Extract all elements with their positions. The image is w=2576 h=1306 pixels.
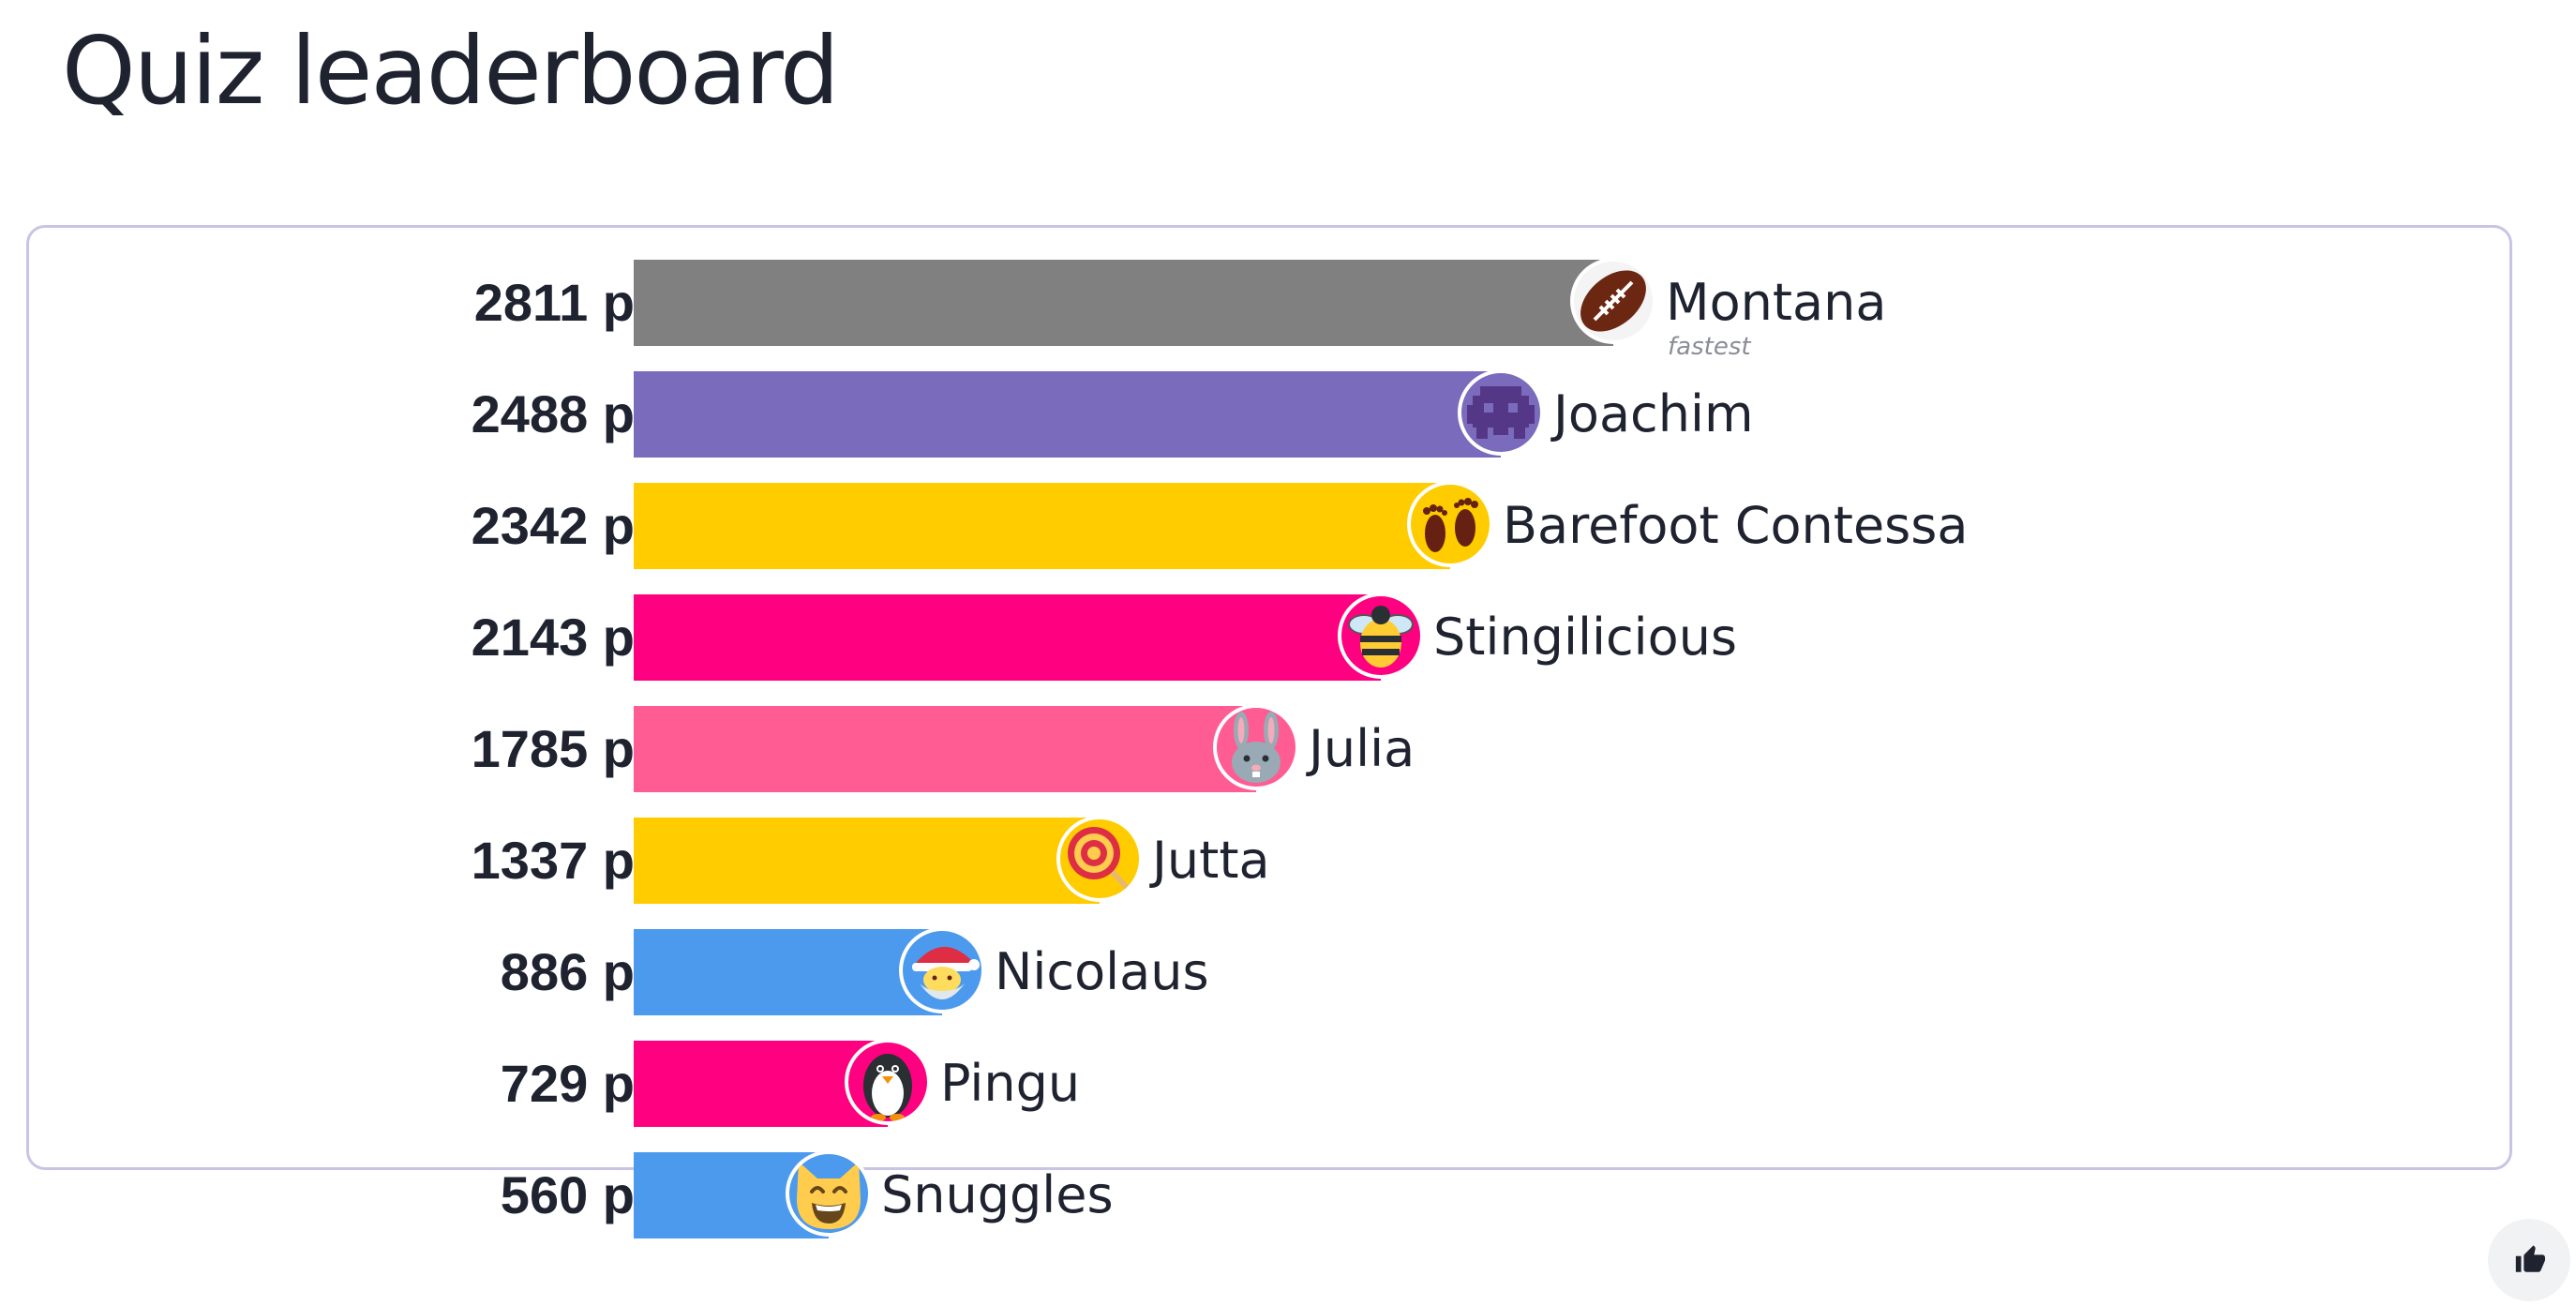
avatar bbox=[1407, 481, 1493, 567]
leaderboard-row-joachim: 2488 p Joachim bbox=[29, 369, 2509, 459]
avatar bbox=[845, 1039, 931, 1125]
thumbs-up-icon bbox=[2515, 1245, 2545, 1272]
santa-icon bbox=[903, 931, 981, 1010]
player-name: Barefoot Contessa bbox=[1503, 496, 1969, 555]
score-label: 2342 p bbox=[471, 496, 635, 555]
score-bar bbox=[634, 260, 1613, 346]
leaderboard-row-jutta: 1337 p Jutta bbox=[29, 816, 2509, 906]
avatar bbox=[1056, 816, 1143, 902]
alien-monster-icon bbox=[1461, 373, 1540, 452]
score-bar bbox=[634, 483, 1450, 569]
score-bar bbox=[634, 706, 1256, 792]
avatar bbox=[899, 927, 985, 1013]
score-bar bbox=[634, 818, 1100, 904]
score-label: 2811 p bbox=[473, 273, 635, 332]
rabbit-icon bbox=[1217, 708, 1295, 787]
avatar bbox=[786, 1150, 872, 1237]
score-bar bbox=[634, 929, 942, 1015]
leaderboard-row-julia: 1785 p Julia bbox=[29, 704, 2509, 794]
score-label: 2143 p bbox=[471, 608, 635, 667]
leaderboard-row-barefoot-contessa: 2342 p Barefoot Contessa bbox=[29, 481, 2509, 571]
leaderboard-row-montana: 2811 p Montana fastest bbox=[29, 258, 2509, 361]
player-name: Snuggles bbox=[881, 1165, 1114, 1224]
player-name: Pingu bbox=[940, 1054, 1081, 1113]
player-name: Joachim bbox=[1553, 384, 1754, 443]
score-bar bbox=[634, 594, 1381, 681]
leaderboard-row-pingu: 729 p Pingu bbox=[29, 1039, 2509, 1129]
player-name: Jutta bbox=[1152, 831, 1270, 890]
footprints-icon bbox=[1411, 485, 1490, 563]
avatar bbox=[1570, 258, 1656, 344]
avatar bbox=[1213, 704, 1299, 790]
leaderboard-panel: 2811 p Montana fastest 2488 p Joachim 2342 p B… bbox=[26, 225, 2512, 1238]
score-bar bbox=[634, 371, 1501, 458]
score-label: 729 p bbox=[500, 1054, 635, 1113]
score-label: 886 p bbox=[500, 942, 635, 1001]
avatar bbox=[1338, 593, 1424, 679]
score-label: 560 p bbox=[500, 1165, 635, 1224]
score-label: 2488 p bbox=[471, 384, 635, 443]
score-label: 1785 p bbox=[471, 719, 635, 778]
like-button[interactable] bbox=[2488, 1219, 2570, 1301]
page-title: Quiz leaderboard bbox=[62, 16, 840, 126]
smiling-cat-icon bbox=[789, 1154, 868, 1233]
player-name: Montana bbox=[1666, 273, 1887, 332]
fastest-tag: fastest bbox=[1668, 333, 1751, 361]
player-name: Julia bbox=[1309, 719, 1415, 778]
score-label: 1337 p bbox=[471, 831, 635, 890]
leaderboard-row-snuggles: 560 p Snuggles bbox=[29, 1150, 2509, 1240]
american-football-icon bbox=[1574, 262, 1653, 340]
player-name: Nicolaus bbox=[995, 942, 1209, 1001]
avatar bbox=[1458, 369, 1544, 456]
leaderboard-row-nicolaus: 886 p Nicolaus bbox=[29, 927, 2509, 1017]
bee-icon bbox=[1341, 596, 1420, 675]
player-name: Stingilicious bbox=[1433, 608, 1738, 667]
leaderboard-row-stingilicious: 2143 p Stingilicious bbox=[29, 593, 2509, 683]
penguin-icon bbox=[848, 1043, 927, 1121]
lollipop-icon bbox=[1060, 819, 1139, 898]
